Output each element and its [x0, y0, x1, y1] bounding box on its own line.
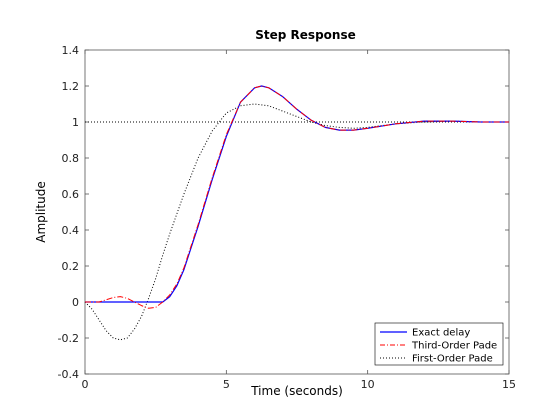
- y-tick-label: -0.2: [58, 332, 79, 345]
- series-layer: [84, 85, 509, 341]
- y-tick-label: 1.2: [62, 80, 80, 93]
- plot-area: [84, 49, 510, 375]
- x-axis-label: Time (seconds): [250, 384, 343, 398]
- x-tick-label: 5: [223, 378, 230, 391]
- axis-ticks: 0 5 10 15 -0.4 -0.2 0 0.2 0.4 0.6 0.8 1 1.2 1.4: [58, 44, 516, 391]
- series-line-first-order-pade: [84, 103, 509, 341]
- x-tick-label: 0: [82, 378, 89, 391]
- y-tick-label: 0.8: [62, 152, 80, 165]
- y-tick-label: 1.4: [62, 44, 80, 57]
- y-tick-label: 0.6: [62, 188, 80, 201]
- y-tick-label: 0: [72, 296, 79, 309]
- y-axis-label: Amplitude: [34, 181, 48, 243]
- y-tick-label: 1: [72, 116, 79, 129]
- chart-title: Step Response: [255, 28, 355, 42]
- y-tick-label: -0.4: [58, 368, 79, 381]
- y-tick-label: 0.4: [62, 224, 80, 237]
- legend-label-exact-delay: Exact delay: [412, 328, 470, 339]
- legend-label-third-order-pade: Third-Order Pade: [411, 341, 497, 352]
- x-tick-label: 10: [361, 378, 375, 391]
- legend-box: [374, 322, 504, 366]
- legend: Exact delay Third-Order Pade First-Order…: [374, 322, 504, 366]
- x-tick-label: 15: [502, 378, 516, 391]
- series-line-third-order-pade: [85, 85, 509, 309]
- y-tick-label: 0.2: [62, 260, 80, 273]
- legend-label-first-order-pade: First-Order Pade: [412, 354, 493, 365]
